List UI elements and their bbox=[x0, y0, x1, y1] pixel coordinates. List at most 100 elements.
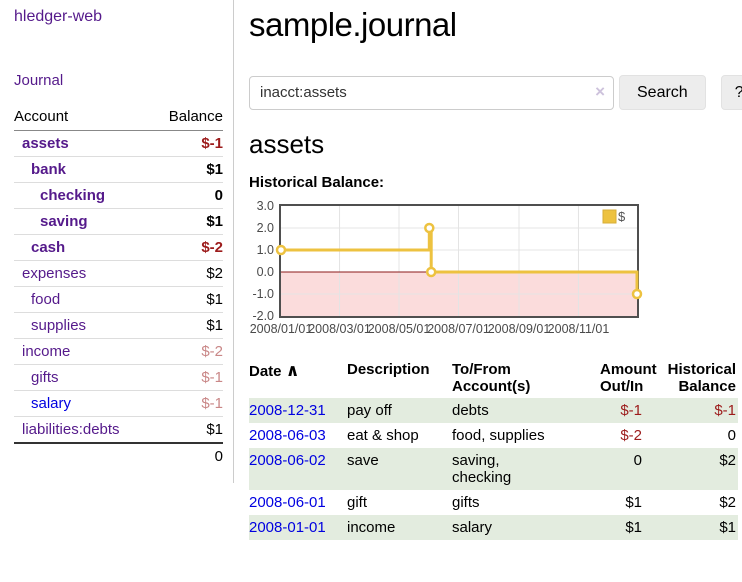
data-point-marker[interactable] bbox=[275, 244, 287, 256]
account-name-cell: assets bbox=[14, 130, 153, 157]
account-name-cell: expenses bbox=[14, 260, 153, 287]
register-description-cell: gift bbox=[347, 494, 368, 511]
account-link-salary[interactable]: salary bbox=[31, 395, 72, 412]
register-balance-cell: 0 bbox=[727, 427, 736, 444]
sidebar-item-journal[interactable]: Journal bbox=[14, 72, 64, 89]
register-balance-cell: $-1 bbox=[714, 402, 736, 419]
account-row: income $-2 bbox=[14, 338, 223, 365]
register-row: 2008-06-01 gift gifts $1 $2 bbox=[249, 490, 738, 515]
register-balance-cell: $2 bbox=[719, 494, 736, 511]
accounts-header-account: Account bbox=[14, 106, 153, 131]
account-link-assets[interactable]: assets bbox=[22, 135, 69, 152]
account-row: gifts $-1 bbox=[14, 364, 223, 391]
account-balance: $1 bbox=[152, 312, 223, 339]
account-link-expenses[interactable]: expenses bbox=[22, 265, 87, 282]
register-amount-cell: $1 bbox=[625, 519, 642, 536]
account-row: supplies $1 bbox=[14, 312, 223, 339]
account-name-cell: food bbox=[14, 286, 153, 313]
accounts-header-balance: Balance bbox=[152, 106, 223, 131]
historical-balance-chart[interactable]: $3.0 2.0 1.0 0.0 -1.0 -2.02008/01/012008/03/0… bbox=[249, 199, 649, 345]
data-point-marker[interactable] bbox=[424, 222, 435, 234]
register-date-cell: 2008-06-01 bbox=[249, 490, 347, 515]
account-link-saving[interactable]: saving bbox=[40, 213, 88, 230]
register-date-cell: 2008-12-31 bbox=[249, 398, 347, 423]
data-point-marker[interactable] bbox=[631, 288, 643, 300]
register-body: 2008-12-31 pay off debts $-1 $-1 2008-06-03 ea… bbox=[249, 398, 738, 540]
account-link-cash[interactable]: cash bbox=[31, 239, 66, 256]
register-balance-cell: $2 bbox=[719, 452, 736, 469]
register-date-cell: 2008-01-01 bbox=[249, 515, 347, 540]
account-row: expenses $2 bbox=[14, 260, 223, 287]
legend-swatch bbox=[602, 209, 617, 224]
x-tick-label: 2008/01/01 bbox=[250, 322, 313, 336]
account-balance: $-1 bbox=[152, 130, 223, 157]
accounts-header-row: Account Balance bbox=[14, 106, 223, 131]
register-description-cell: save bbox=[347, 452, 379, 469]
register-accounts-cell: debts bbox=[452, 402, 489, 419]
register-date-link[interactable]: 2008-06-01 bbox=[249, 494, 326, 511]
account-link-income[interactable]: income bbox=[22, 343, 71, 360]
page-title: sample.journal bbox=[249, 6, 457, 43]
register-date-link[interactable]: 2008-01-01 bbox=[249, 519, 326, 536]
register-accounts-cell: food, supplies bbox=[452, 427, 545, 444]
x-tick-label: 2008/03/01 bbox=[308, 322, 371, 336]
account-name-cell: checking bbox=[14, 182, 153, 209]
register-amount-cell: $1 bbox=[625, 494, 642, 511]
accounts-total-spacer bbox=[14, 443, 152, 469]
register-row: 2008-12-31 pay off debts $-1 $-1 bbox=[249, 398, 738, 423]
account-balance: $1 bbox=[152, 286, 223, 313]
register-description-cell: eat & shop bbox=[347, 427, 419, 444]
register-description-cell: income bbox=[347, 519, 396, 536]
register-date-link[interactable]: 2008-06-03 bbox=[249, 427, 326, 444]
register-date-cell: 2008-06-02 bbox=[249, 448, 347, 490]
register-date-link[interactable]: 2008-12-31 bbox=[249, 402, 326, 419]
account-row: cash $-2 bbox=[14, 234, 223, 261]
account-link-food[interactable]: food bbox=[31, 291, 61, 308]
y-tick-label: -2.0 bbox=[252, 309, 274, 323]
register-header-description: Description bbox=[347, 361, 430, 378]
account-balance: $1 bbox=[152, 416, 223, 444]
register-amount-cell: $-1 bbox=[620, 402, 642, 419]
search-input[interactable] bbox=[249, 75, 614, 110]
y-tick-label: 0.0 bbox=[257, 265, 274, 279]
register-balance-cell: $1 bbox=[719, 519, 736, 536]
x-tick-label: 2008/09/01 bbox=[488, 322, 551, 336]
register-header-row: Date ∧ Description To/From Account(s) Amo… bbox=[249, 358, 738, 398]
app-window: hledger-web Journal Account Balance asse… bbox=[14, 0, 742, 540]
legend-label: $ bbox=[618, 209, 626, 224]
account-balance: $2 bbox=[152, 260, 223, 287]
help-button[interactable]: ? bbox=[720, 75, 742, 110]
data-point-marker[interactable] bbox=[425, 266, 437, 278]
y-tick-label: 1.0 bbox=[257, 243, 274, 257]
account-name-cell: supplies bbox=[14, 312, 153, 339]
account-heading: assets bbox=[249, 129, 325, 159]
y-tick-label: 2.0 bbox=[257, 221, 274, 235]
plot-border bbox=[279, 204, 639, 318]
register-accounts-cell: gifts bbox=[452, 494, 480, 511]
clear-search-icon[interactable]: × bbox=[595, 81, 605, 101]
account-name-cell: income bbox=[14, 338, 153, 365]
search-button[interactable]: Search bbox=[619, 75, 706, 110]
account-link-bank[interactable]: bank bbox=[31, 161, 67, 178]
account-balance: $-2 bbox=[152, 234, 223, 261]
register-header-date[interactable]: Date ∧ bbox=[249, 361, 300, 380]
account-link-liabilities-debts[interactable]: liabilities:debts bbox=[22, 421, 120, 438]
account-balance: $-1 bbox=[152, 364, 223, 391]
chart-title: Historical Balance: bbox=[249, 174, 385, 191]
register-header-accounts: To/From Account(s) bbox=[452, 361, 531, 395]
app-title-link[interactable]: hledger-web bbox=[14, 8, 103, 25]
account-balance: $1 bbox=[152, 156, 223, 183]
account-name-cell: liabilities:debts bbox=[14, 416, 153, 444]
account-balance: $-2 bbox=[152, 338, 223, 365]
account-link-gifts[interactable]: gifts bbox=[31, 369, 59, 386]
account-name-cell: salary bbox=[14, 390, 153, 417]
main-content: sample.journal × Search ? assets Histori… bbox=[234, 0, 742, 540]
account-name-cell: bank bbox=[14, 156, 153, 183]
register-date-link[interactable]: 2008-06-02 bbox=[249, 452, 326, 469]
register-row: 2008-06-02 save saving, checking 0 $2 bbox=[249, 448, 738, 490]
account-link-supplies[interactable]: supplies bbox=[31, 317, 87, 334]
account-row: checking 0 bbox=[14, 182, 223, 209]
register-amount-cell: 0 bbox=[633, 452, 642, 469]
accounts-table-body: assets $-1 bank $1 checking 0 saving $1 cash $-2 e… bbox=[14, 130, 223, 444]
account-link-checking[interactable]: checking bbox=[40, 187, 106, 204]
